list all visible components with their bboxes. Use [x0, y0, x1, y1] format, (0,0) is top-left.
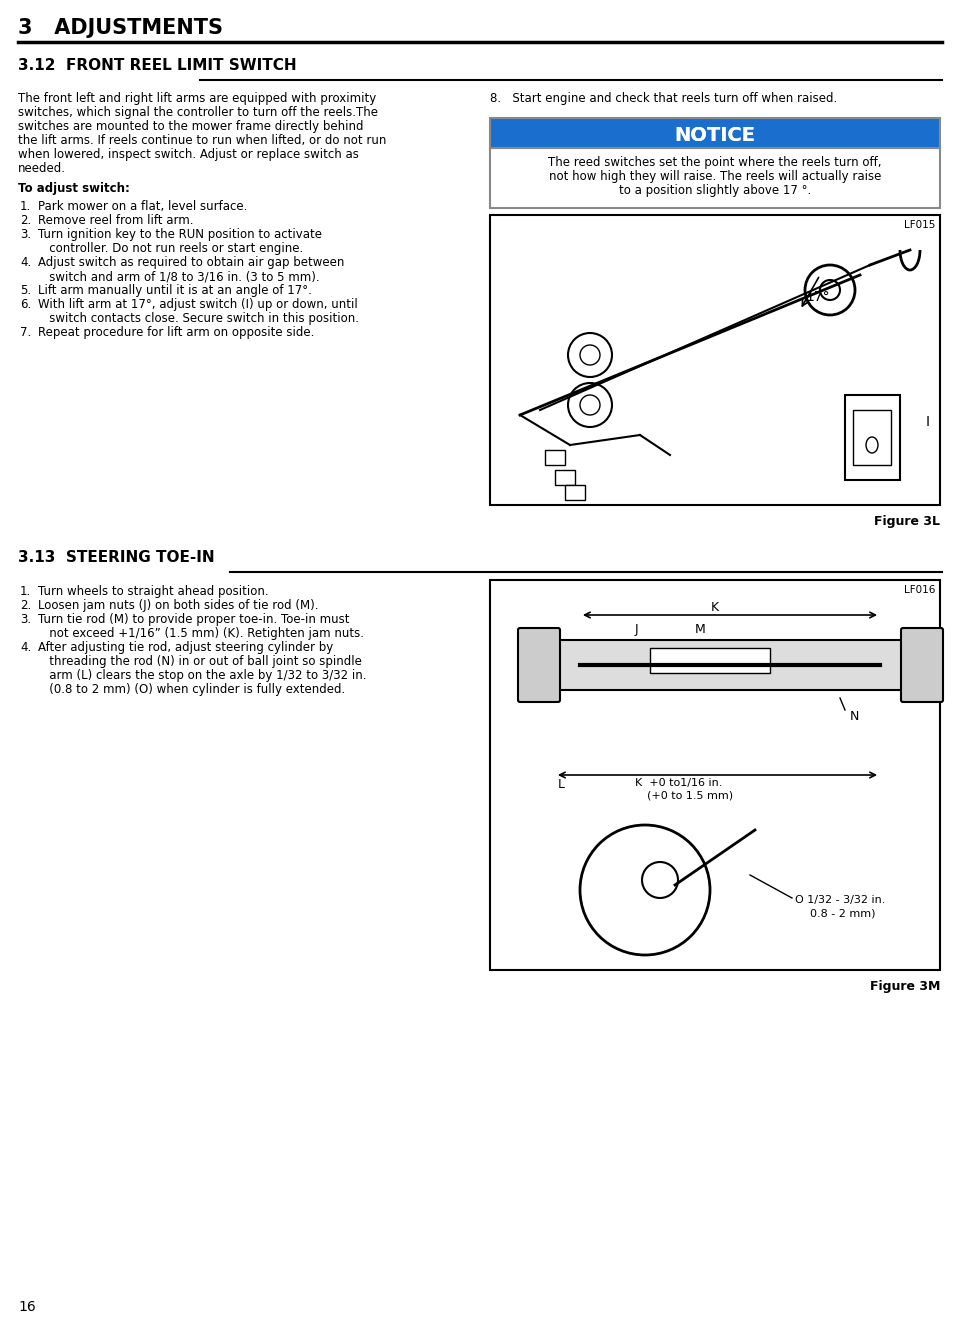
Text: 3.: 3.: [20, 228, 31, 241]
Text: K: K: [711, 602, 719, 614]
Text: 16: 16: [18, 1300, 36, 1314]
Text: Loosen jam nuts (J) on both sides of tie rod (M).: Loosen jam nuts (J) on both sides of tie…: [38, 599, 319, 612]
Text: LF015: LF015: [903, 220, 935, 230]
Text: After adjusting tie rod, adjust steering cylinder by: After adjusting tie rod, adjust steering…: [38, 642, 333, 654]
Text: Turn wheels to straight ahead position.: Turn wheels to straight ahead position.: [38, 586, 269, 598]
Text: Figure 3L: Figure 3L: [874, 515, 940, 528]
Bar: [565, 484, 585, 500]
Text: 2.: 2.: [20, 599, 32, 612]
Text: 4.: 4.: [20, 256, 32, 269]
Text: 1.: 1.: [20, 200, 32, 213]
Bar: [490, 148, 940, 208]
Ellipse shape: [866, 437, 878, 453]
Bar: [545, 450, 565, 465]
Bar: [650, 648, 770, 673]
Circle shape: [580, 345, 600, 365]
Text: threading the rod (N) in or out of ball joint so spindle: threading the rod (N) in or out of ball …: [38, 655, 362, 668]
Text: Park mower on a flat, level surface.: Park mower on a flat, level surface.: [38, 200, 248, 213]
Text: LF016: LF016: [903, 586, 935, 595]
Circle shape: [805, 265, 855, 315]
Text: I: I: [926, 415, 930, 429]
Text: arm (L) clears the stop on the axle by 1/32 to 3/32 in.: arm (L) clears the stop on the axle by 1…: [38, 669, 367, 681]
Text: the lift arms. If reels continue to run when lifted, or do not run: the lift arms. If reels continue to run …: [18, 134, 386, 146]
FancyBboxPatch shape: [901, 628, 943, 701]
Text: L: L: [558, 779, 565, 791]
Text: J: J: [635, 623, 638, 636]
Text: switches, which signal the controller to turn off the reels.The: switches, which signal the controller to…: [18, 106, 378, 118]
Bar: [555, 640, 905, 689]
Circle shape: [820, 280, 840, 299]
Bar: [490, 580, 940, 970]
Text: O 1/32 - 3/32 in.: O 1/32 - 3/32 in.: [795, 894, 885, 905]
Bar: [490, 216, 940, 504]
Text: not how high they will raise. The reels will actually raise: not how high they will raise. The reels …: [549, 170, 881, 182]
Bar: [853, 410, 891, 465]
Text: Lift arm manually until it is at an angle of 17°.: Lift arm manually until it is at an angl…: [38, 284, 312, 297]
Text: Turn ignition key to the RUN position to activate: Turn ignition key to the RUN position to…: [38, 228, 322, 241]
Text: The front left and right lift arms are equipped with proximity: The front left and right lift arms are e…: [18, 92, 376, 105]
Text: when lowered, inspect switch. Adjust or replace switch as: when lowered, inspect switch. Adjust or …: [18, 148, 359, 161]
Bar: [490, 118, 940, 148]
Text: M: M: [695, 623, 706, 636]
Bar: [845, 395, 900, 480]
Text: 3.13  STEERING TOE-IN: 3.13 STEERING TOE-IN: [18, 550, 215, 564]
Text: 2.: 2.: [20, 214, 32, 228]
Circle shape: [568, 383, 612, 427]
Text: To adjust switch:: To adjust switch:: [18, 182, 130, 196]
Text: NOTICE: NOTICE: [675, 126, 756, 145]
Text: 1.: 1.: [20, 586, 32, 598]
FancyBboxPatch shape: [518, 628, 560, 701]
Text: 3.12  FRONT REEL LIMIT SWITCH: 3.12 FRONT REEL LIMIT SWITCH: [18, 59, 297, 73]
Text: N: N: [850, 709, 859, 723]
Text: not exceed +1/16” (1.5 mm) (K). Retighten jam nuts.: not exceed +1/16” (1.5 mm) (K). Retighte…: [38, 627, 364, 640]
Text: switch and arm of 1/8 to 3/16 in. (3 to 5 mm).: switch and arm of 1/8 to 3/16 in. (3 to …: [38, 270, 320, 284]
Text: Figure 3M: Figure 3M: [870, 980, 940, 993]
Text: 17°: 17°: [805, 290, 829, 303]
Bar: [490, 118, 940, 148]
Text: 5.: 5.: [20, 284, 31, 297]
Text: 3   ADJUSTMENTS: 3 ADJUSTMENTS: [18, 19, 223, 39]
Text: 3.: 3.: [20, 614, 31, 626]
Text: NOTICE: NOTICE: [675, 126, 756, 145]
Circle shape: [580, 395, 600, 415]
Text: 7.: 7.: [20, 326, 32, 339]
Text: (0.8 to 2 mm) (O) when cylinder is fully extended.: (0.8 to 2 mm) (O) when cylinder is fully…: [38, 683, 346, 696]
Text: K  +0 to1/16 in.: K +0 to1/16 in.: [635, 779, 722, 788]
Text: Adjust switch as required to obtain air gap between: Adjust switch as required to obtain air …: [38, 256, 345, 269]
Text: Turn tie rod (M) to provide proper toe-in. Toe-in must: Turn tie rod (M) to provide proper toe-i…: [38, 614, 349, 626]
Text: 6.: 6.: [20, 298, 32, 311]
Text: Repeat procedure for lift arm on opposite side.: Repeat procedure for lift arm on opposit…: [38, 326, 314, 339]
Text: needed.: needed.: [18, 162, 66, 174]
Text: to a position slightly above 17 °.: to a position slightly above 17 °.: [619, 184, 811, 197]
Circle shape: [642, 862, 678, 898]
Text: 8.   Start engine and check that reels turn off when raised.: 8. Start engine and check that reels tur…: [490, 92, 837, 105]
Text: controller. Do not run reels or start engine.: controller. Do not run reels or start en…: [38, 242, 303, 256]
Circle shape: [580, 825, 710, 956]
Bar: [555, 470, 575, 484]
Circle shape: [568, 333, 612, 377]
Text: (+0 to 1.5 mm): (+0 to 1.5 mm): [647, 791, 733, 801]
Text: switches are mounted to the mower frame directly behind: switches are mounted to the mower frame …: [18, 120, 364, 133]
Text: Remove reel from lift arm.: Remove reel from lift arm.: [38, 214, 194, 228]
Text: 4.: 4.: [20, 642, 32, 654]
Text: 0.8 - 2 mm): 0.8 - 2 mm): [810, 908, 876, 918]
Text: The reed switches set the point where the reels turn off,: The reed switches set the point where th…: [548, 156, 881, 169]
Text: With lift arm at 17°, adjust switch (I) up or down, until: With lift arm at 17°, adjust switch (I) …: [38, 298, 358, 311]
Text: switch contacts close. Secure switch in this position.: switch contacts close. Secure switch in …: [38, 311, 359, 325]
